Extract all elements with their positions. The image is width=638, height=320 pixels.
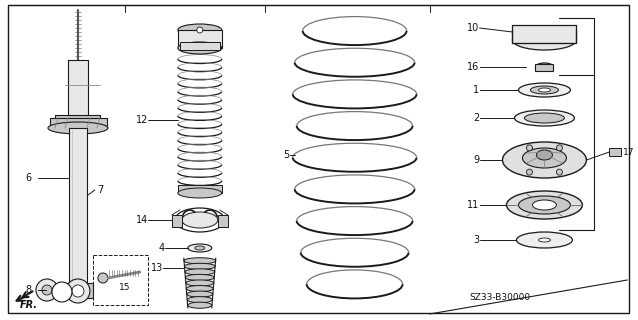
Circle shape <box>42 285 52 295</box>
Circle shape <box>52 282 72 302</box>
Text: 7: 7 <box>97 185 103 195</box>
Polygon shape <box>50 118 107 128</box>
Ellipse shape <box>519 83 570 97</box>
Bar <box>180 42 219 50</box>
Text: 3: 3 <box>473 235 480 245</box>
Ellipse shape <box>195 246 205 250</box>
Ellipse shape <box>188 244 212 252</box>
Ellipse shape <box>178 188 222 198</box>
Text: SZ33-B30000: SZ33-B30000 <box>470 293 531 302</box>
Ellipse shape <box>512 30 576 50</box>
Text: 12: 12 <box>135 115 148 125</box>
Text: 15: 15 <box>119 284 130 292</box>
Ellipse shape <box>185 274 214 281</box>
Ellipse shape <box>178 24 222 36</box>
Ellipse shape <box>538 238 551 242</box>
Text: 6: 6 <box>25 173 31 183</box>
Text: 17: 17 <box>623 148 635 156</box>
Ellipse shape <box>503 142 586 178</box>
Circle shape <box>197 27 203 33</box>
Text: 5: 5 <box>283 150 290 160</box>
Text: 13: 13 <box>151 263 163 273</box>
Ellipse shape <box>507 191 582 219</box>
Ellipse shape <box>188 297 212 303</box>
Circle shape <box>556 145 563 151</box>
Bar <box>93 255 148 305</box>
Ellipse shape <box>48 122 108 134</box>
Ellipse shape <box>517 232 572 248</box>
Ellipse shape <box>187 291 213 297</box>
Bar <box>535 64 553 71</box>
Circle shape <box>66 279 90 303</box>
Ellipse shape <box>530 86 558 94</box>
Ellipse shape <box>186 280 214 286</box>
Text: 9: 9 <box>473 155 480 165</box>
Bar <box>172 215 182 227</box>
Ellipse shape <box>182 212 218 228</box>
Ellipse shape <box>535 63 553 71</box>
Ellipse shape <box>186 285 213 292</box>
Ellipse shape <box>519 196 570 214</box>
Text: 1: 1 <box>473 85 480 95</box>
Bar <box>609 148 621 156</box>
Ellipse shape <box>514 110 574 126</box>
Text: 8: 8 <box>25 285 31 295</box>
Ellipse shape <box>184 258 216 264</box>
Bar <box>63 283 93 298</box>
Ellipse shape <box>185 269 215 275</box>
Text: 10: 10 <box>467 23 480 33</box>
Bar <box>512 25 576 43</box>
Bar <box>178 30 222 48</box>
Bar <box>178 185 222 193</box>
Text: 11: 11 <box>467 200 480 210</box>
Ellipse shape <box>524 113 565 123</box>
Bar <box>68 60 88 115</box>
Ellipse shape <box>538 88 551 92</box>
Bar <box>218 215 228 227</box>
Text: 14: 14 <box>136 215 148 225</box>
Circle shape <box>556 169 563 175</box>
Text: FR.: FR. <box>20 300 38 310</box>
Text: 2: 2 <box>473 113 480 123</box>
Circle shape <box>72 285 84 297</box>
Ellipse shape <box>178 42 222 54</box>
Ellipse shape <box>184 263 215 269</box>
Circle shape <box>36 279 58 301</box>
Circle shape <box>526 145 533 151</box>
Ellipse shape <box>533 200 556 210</box>
Ellipse shape <box>537 150 553 160</box>
Circle shape <box>98 273 108 283</box>
Bar <box>69 128 87 283</box>
Circle shape <box>526 169 533 175</box>
Ellipse shape <box>188 302 212 308</box>
Ellipse shape <box>523 148 567 168</box>
Polygon shape <box>55 115 100 120</box>
Text: 4: 4 <box>159 243 165 253</box>
Text: 16: 16 <box>467 62 480 72</box>
